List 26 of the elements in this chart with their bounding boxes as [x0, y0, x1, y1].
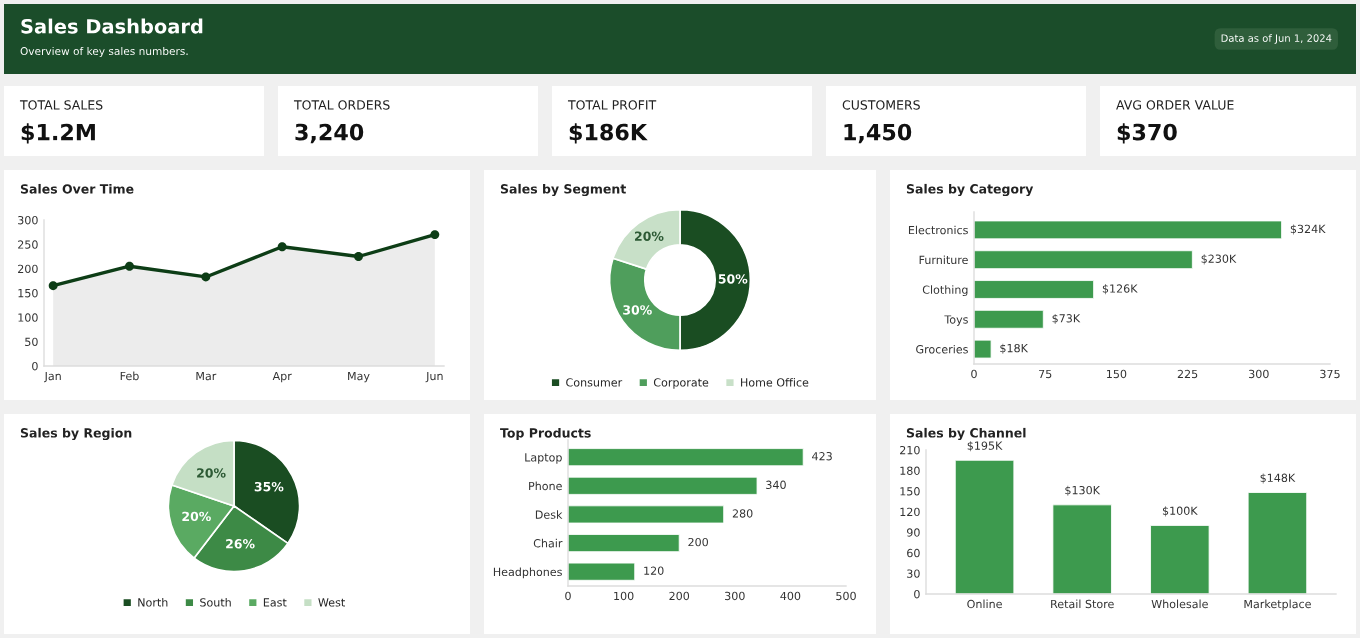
point [125, 261, 134, 271]
bar [568, 562, 636, 581]
text: $186K [569, 123, 648, 144]
bar [568, 448, 804, 467]
bar [1052, 504, 1112, 594]
text: 1,450 [844, 123, 912, 144]
bar [974, 220, 1282, 240]
point [277, 242, 287, 252]
text: $1.2M [21, 123, 95, 144]
point [48, 281, 58, 291]
text: 3,240 [295, 123, 364, 144]
point [354, 252, 363, 261]
bar [568, 505, 725, 524]
point [430, 230, 440, 240]
bar [568, 534, 680, 553]
bar [1150, 525, 1210, 594]
bar [1247, 492, 1308, 594]
text: Sales Dashboard [21, 18, 203, 34]
text: $370 [1117, 123, 1177, 144]
bar [974, 280, 1095, 299]
bar [568, 476, 758, 495]
bar [974, 339, 992, 359]
bar [974, 250, 1193, 270]
point [201, 272, 211, 282]
bar [954, 459, 1015, 594]
bar [974, 309, 1044, 329]
